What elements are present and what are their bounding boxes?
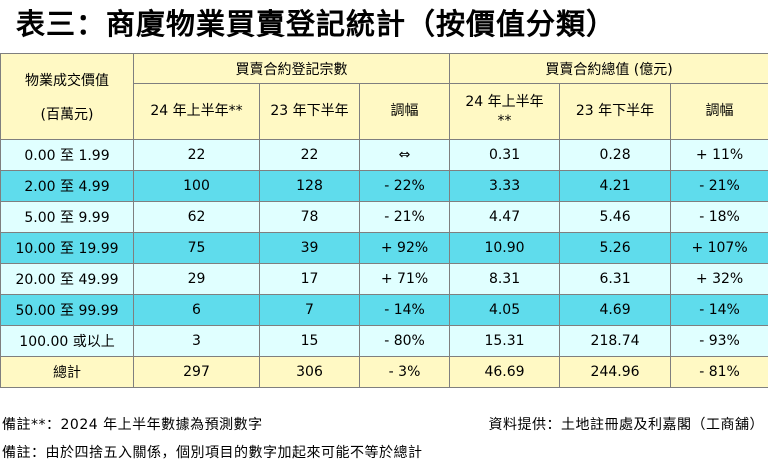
count-change-cell: - 14%	[358, 294, 451, 326]
count-change-cell: + 71%	[358, 263, 451, 295]
value-24h1-cell: 10.90	[449, 232, 561, 264]
value-23h2-cell: 218.74	[559, 325, 672, 357]
count-23h2-cell: 22	[259, 139, 360, 171]
value-23h2-header: 23 年下半年	[559, 83, 672, 140]
count-change-cell: ⇔	[358, 139, 451, 171]
table-row: 10.00 至 19.99 75 39 + 92% 10.90 5.26 + 1…	[0, 232, 768, 264]
range-cell: 50.00 至 99.99	[0, 294, 134, 326]
count-24h1-cell: 62	[133, 201, 260, 233]
range-cell: 10.00 至 19.99	[0, 232, 134, 264]
value-24h1-cell: 3.33	[449, 170, 561, 202]
count-group-header: 買賣合約登記宗數	[132, 53, 451, 84]
range-cell: 5.00 至 9.99	[0, 201, 134, 233]
value-change-cell: - 14%	[670, 294, 768, 326]
count-23h2-cell: 15	[259, 325, 360, 357]
value-change-cell: + 32%	[670, 263, 768, 295]
header-row-sub: 24 年上半年** 23 年下半年 調幅 24 年上半年 ** 23 年下半年 …	[0, 83, 768, 140]
value-range-header: 物業成交價值 (百萬元)	[0, 53, 134, 140]
table-row: 100.00 或以上 3 15 - 80% 15.31 218.74 - 93%	[0, 325, 768, 357]
range-cell: 20.00 至 49.99	[0, 263, 134, 295]
range-cell: 0.00 至 1.99	[0, 139, 134, 171]
total-value-23h2: 244.96	[559, 356, 672, 388]
value-range-header-line1: 物業成交價值	[25, 72, 109, 89]
count-23h2-cell: 39	[259, 232, 360, 264]
value-24h1-header-line1: 24 年上半年	[465, 93, 544, 110]
page-title: 表三：商廈物業買賣登記統計（按價值分類）	[16, 7, 617, 41]
count-24h1-cell: 29	[133, 263, 260, 295]
value-group-header: 買賣合約總值 (億元)	[449, 53, 768, 84]
total-count-24h1: 297	[133, 356, 260, 388]
value-change-cell: + 107%	[670, 232, 768, 264]
value-24h1-cell: 4.05	[449, 294, 561, 326]
table-row: 2.00 至 4.99 100 128 - 22% 3.33 4.21 - 21…	[0, 170, 768, 202]
value-24h1-header: 24 年上半年 **	[449, 83, 561, 140]
count-23h2-cell: 17	[259, 263, 360, 295]
total-row: 總計 297 306 - 3% 46.69 244.96 - 81%	[0, 356, 768, 388]
rounding-note: 備註：由於四捨五入關係，個別項目的數字加起來可能不等於總計	[2, 445, 423, 461]
value-23h2-cell: 4.69	[559, 294, 672, 326]
total-value-24h1: 46.69	[449, 356, 561, 388]
count-change-header: 調幅	[358, 83, 451, 140]
total-count-23h2: 306	[259, 356, 360, 388]
value-change-cell: + 11%	[670, 139, 768, 171]
count-change-cell: - 80%	[358, 325, 451, 357]
value-change-header: 調幅	[670, 83, 768, 140]
header-row-group: 物業成交價值 (百萬元) 買賣合約登記宗數 買賣合約總值 (億元)	[0, 53, 768, 140]
value-range-header-line2: (百萬元)	[40, 106, 94, 123]
count-23h2-header: 23 年下半年	[259, 83, 360, 140]
table-row: 5.00 至 9.99 62 78 - 21% 4.47 5.46 - 18%	[0, 201, 768, 233]
range-cell: 2.00 至 4.99	[0, 170, 134, 202]
count-23h2-cell: 78	[259, 201, 360, 233]
count-change-cell: - 22%	[358, 170, 451, 202]
table-row: 20.00 至 49.99 29 17 + 71% 8.31 6.31 + 32…	[0, 263, 768, 295]
range-cell: 100.00 或以上	[0, 325, 134, 357]
total-count-change: - 3%	[358, 356, 451, 388]
value-24h1-cell: 8.31	[449, 263, 561, 295]
count-24h1-cell: 75	[133, 232, 260, 264]
value-23h2-cell: 4.21	[559, 170, 672, 202]
table-row: 0.00 至 1.99 22 22 ⇔ 0.31 0.28 + 11%	[0, 139, 768, 171]
stats-table: 物業成交價值 (百萬元) 買賣合約登記宗數 買賣合約總值 (億元) 24 年上半…	[0, 53, 768, 388]
count-24h1-header: 24 年上半年**	[133, 83, 260, 140]
value-change-cell: - 18%	[670, 201, 768, 233]
count-24h1-cell: 6	[133, 294, 260, 326]
value-24h1-cell: 4.47	[449, 201, 561, 233]
value-23h2-cell: 0.28	[559, 139, 672, 171]
table-row: 50.00 至 99.99 6 7 - 14% 4.05 4.69 - 14%	[0, 294, 768, 326]
count-24h1-cell: 22	[133, 139, 260, 171]
count-23h2-cell: 7	[259, 294, 360, 326]
value-24h1-header-line2: **	[497, 112, 512, 129]
count-24h1-cell: 3	[133, 325, 260, 357]
value-23h2-cell: 6.31	[559, 263, 672, 295]
value-change-cell: - 93%	[670, 325, 768, 357]
total-value-change: - 81%	[670, 356, 768, 388]
value-change-cell: - 21%	[670, 170, 768, 202]
count-23h2-cell: 128	[259, 170, 360, 202]
value-24h1-cell: 0.31	[449, 139, 561, 171]
value-24h1-cell: 15.31	[449, 325, 561, 357]
count-change-cell: - 21%	[358, 201, 451, 233]
total-label: 總計	[0, 356, 134, 388]
source-note: 資料提供：土地註冊處及利嘉閣（工商舖）	[488, 417, 764, 433]
value-23h2-cell: 5.26	[559, 232, 672, 264]
forecast-note: 備註**：2024 年上半年數據為預測數字	[2, 417, 263, 433]
value-23h2-cell: 5.46	[559, 201, 672, 233]
count-24h1-cell: 100	[133, 170, 260, 202]
count-change-cell: + 92%	[358, 232, 451, 264]
